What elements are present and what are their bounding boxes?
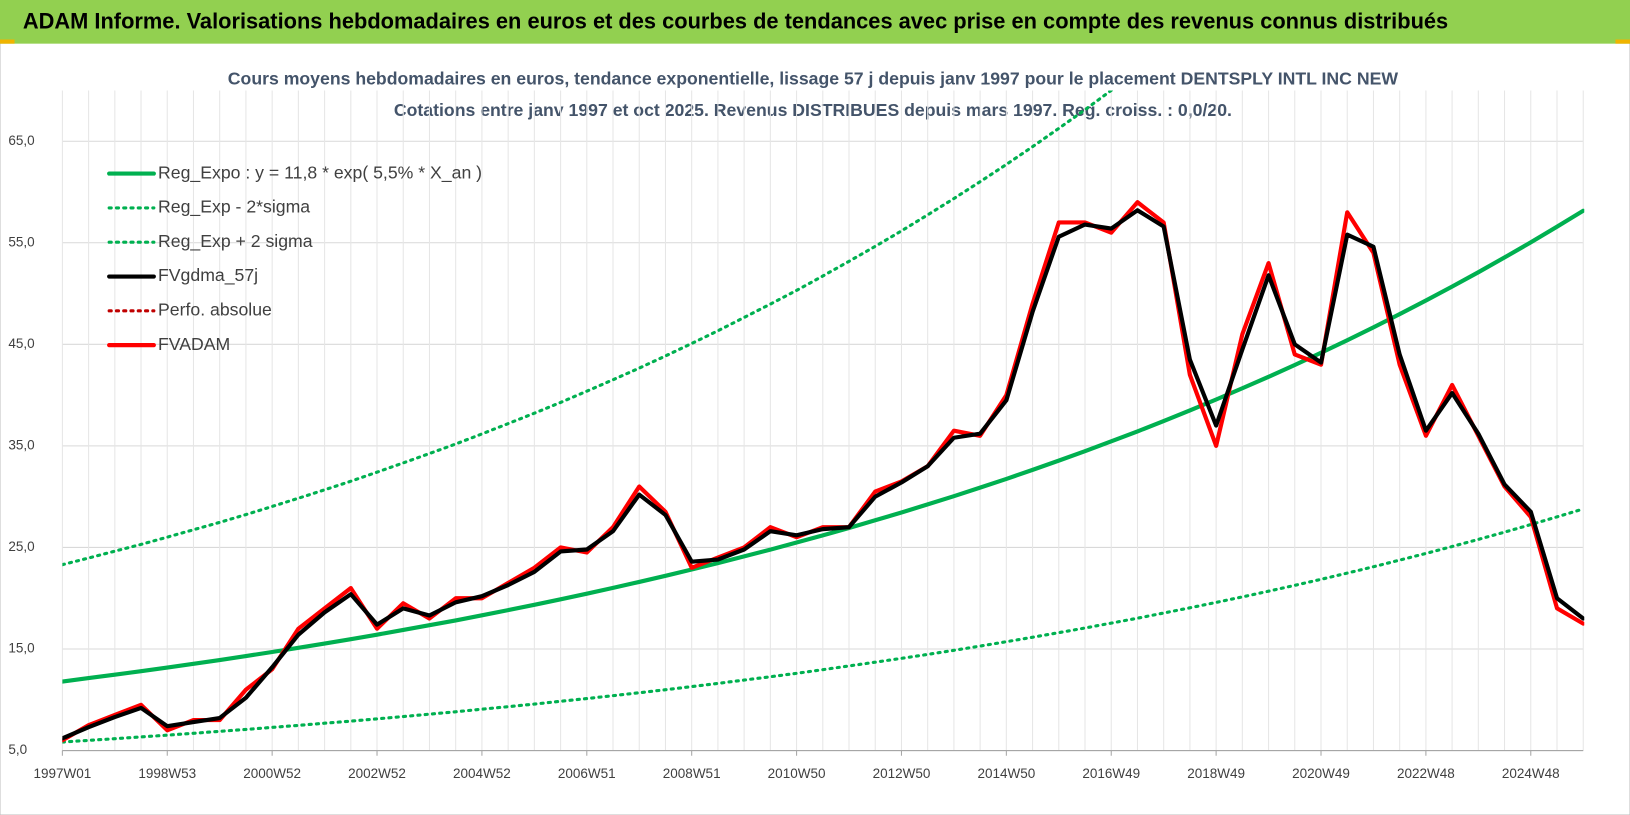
y-tick-label: 15,0 xyxy=(8,641,34,656)
chart-subtitle: Cours moyens hebdomadaires en euros, ten… xyxy=(228,69,1399,89)
x-tick-label: 1997W01 xyxy=(33,766,91,781)
x-tick-label: 1998W53 xyxy=(138,766,196,781)
legend: Reg_Expo : y = 11,8 * exp( 5,5% * X_an )… xyxy=(107,162,482,354)
corner xyxy=(1615,39,1630,44)
legend-label: FVgdma_57j xyxy=(158,265,258,286)
legend-label: Reg_Expo : y = 11,8 * exp( 5,5% * X_an ) xyxy=(158,162,482,183)
title-bar xyxy=(0,0,1630,44)
y-tick-label: 25,0 xyxy=(8,539,34,554)
series-line xyxy=(62,208,1585,684)
x-tick-label: 2008W51 xyxy=(663,766,721,781)
x-tick-label: 2014W50 xyxy=(977,766,1035,781)
x-tick-label: 2020W49 xyxy=(1292,766,1350,781)
series-line xyxy=(62,208,1585,741)
y-tick-label: 45,0 xyxy=(8,336,34,351)
x-tick-label: 2004W52 xyxy=(453,766,511,781)
series-line xyxy=(62,90,1114,567)
legend-label: FVADAM xyxy=(158,334,230,354)
x-tick-label: 2016W49 xyxy=(1082,766,1140,781)
x-tick-label: 2006W51 xyxy=(558,766,616,781)
chart-title: ADAM Informe. Valorisations hebdomadaire… xyxy=(23,9,1448,34)
x-tick-label: 2012W50 xyxy=(873,766,931,781)
corner xyxy=(0,39,15,44)
legend-label: Perfo. absolue xyxy=(158,299,272,319)
y-tick-label: 55,0 xyxy=(8,234,34,249)
chart-subtitle: Cotations entre janv 1997 et oct 2025. R… xyxy=(394,100,1232,120)
x-tick-label: 2024W48 xyxy=(1502,766,1560,781)
x-tick-label: 2018W49 xyxy=(1187,766,1245,781)
legend-label: Reg_Exp + 2 sigma xyxy=(158,231,313,252)
grid xyxy=(61,90,1584,752)
x-tick-label: 2022W48 xyxy=(1397,766,1455,781)
series-line xyxy=(62,507,1585,744)
plot xyxy=(62,90,1585,744)
y-tick-label: 5,0 xyxy=(8,742,27,757)
x-tick-label: 2000W52 xyxy=(243,766,301,781)
legend-label: Reg_Exp - 2*sigma xyxy=(158,197,310,218)
y-tick-label: 35,0 xyxy=(8,437,34,452)
x-tick-label: 2002W52 xyxy=(348,766,406,781)
x-tick-label: 2010W50 xyxy=(768,766,826,781)
axes: 5,0 15,0 25,0 35,0 45,0 55,0 65,0 1997W01 1998W5… xyxy=(8,133,1584,781)
y-tick-label: 65,0 xyxy=(8,133,34,148)
